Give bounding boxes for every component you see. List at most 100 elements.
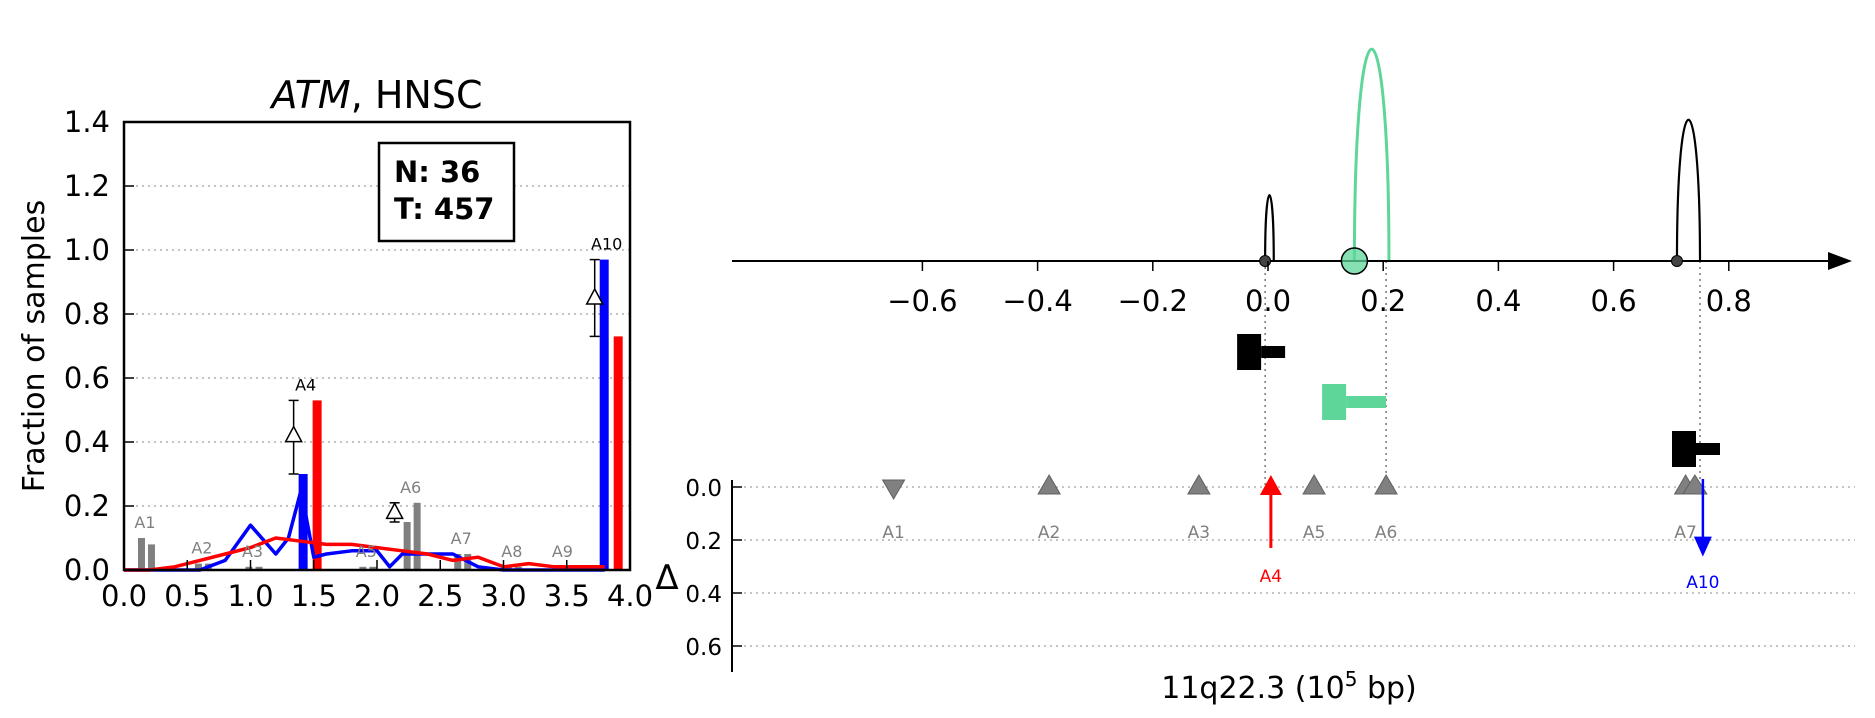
gene-tail: [1696, 443, 1720, 455]
normal-bar: [599, 259, 609, 570]
triangle-down-marker: [881, 479, 906, 500]
arcs: [1264, 47, 1702, 262]
left-plot-frame: [122, 120, 632, 572]
left-x-tick-label: 0.5: [164, 579, 210, 613]
gray-bar: [147, 544, 155, 570]
right-x-tick-label: 0.2: [1360, 284, 1406, 318]
right-y-tick-label: 0.4: [685, 582, 722, 608]
left-y-tick-label: 0.2: [64, 489, 110, 523]
left-y-tick-label: 0.4: [64, 425, 110, 459]
gray-bar: [369, 566, 377, 570]
left-x-tick-label: 4.0: [607, 579, 653, 613]
tumor-bar: [613, 336, 623, 570]
triangle-up-marker: [1374, 474, 1398, 495]
genome-axis-arrow: [1828, 252, 1852, 270]
delta-markers: [284, 258, 604, 523]
gray-bar: [403, 522, 411, 570]
delta-arrow-head: [1693, 536, 1712, 557]
bar-label: A2: [191, 539, 212, 558]
delta-axis-label: Δ: [655, 558, 678, 598]
left-chart: A1 A2 A3 A4 A5 A6 A7 A8 A9 A10 0.0 0.5 1.0 1.5 2.0 2.5…: [17, 73, 653, 613]
left-y-tick-label: 1.2: [64, 169, 110, 203]
left-x-tick-label: 0.0: [101, 579, 147, 613]
marker-label: A3: [1188, 523, 1210, 543]
gene-tail: [1346, 396, 1387, 408]
bar-label: A8: [501, 542, 522, 561]
right-y-tick-label: 0.6: [685, 635, 722, 661]
delta-marker: [385, 501, 404, 520]
arc-dot: [1670, 255, 1683, 267]
left-y-tick-label: 0.6: [64, 361, 110, 395]
guide-lines: [1264, 261, 1701, 487]
right-x-tick-label: 0.0: [1245, 284, 1291, 318]
arc-circle: [1340, 247, 1369, 275]
gene-block: [1672, 431, 1696, 467]
left-x-tick-label: 2.5: [417, 579, 463, 613]
right-xlabel: 11q22.3 (105 bp): [1161, 667, 1417, 706]
left-title: ATM, HNSC: [268, 73, 482, 117]
normal-count-label: N: 36: [394, 155, 480, 189]
bar-label: A3: [242, 542, 263, 561]
gray-bar: [137, 538, 145, 570]
delta-arrow-head: [1259, 475, 1282, 495]
left-ylabel: Fraction of samples: [17, 200, 52, 492]
bar-label: A10: [591, 235, 622, 254]
marker-label: A10: [1686, 573, 1719, 593]
right-gridlines: [732, 486, 1855, 647]
triangle-up-marker: [1681, 474, 1708, 495]
right-x-tick-label: −0.2: [1118, 284, 1188, 318]
gray-bar: [255, 566, 263, 570]
right-x-ticks: −0.6 −0.4 −0.2 0.0 0.2 0.4 0.6 0.8: [887, 261, 1752, 318]
bar-label: A7: [451, 529, 472, 548]
arc: [1264, 193, 1275, 262]
arc-dots: [1259, 247, 1683, 275]
right-x-tick-label: 0.8: [1706, 284, 1752, 318]
arc-dot: [1259, 255, 1272, 267]
gene-block: [1237, 334, 1262, 370]
right-x-tick-label: −0.4: [1002, 284, 1072, 318]
bar-label: A1: [134, 513, 155, 532]
gray-bar: [194, 563, 202, 570]
left-y-tick-label: 1.4: [64, 105, 110, 139]
right-chart: −0.6 −0.4 −0.2 0.0 0.2 0.4 0.6 0.8 0.0 0.2 0.4 0.6…: [655, 47, 1855, 706]
right-y-tick-label: 0.2: [685, 529, 722, 555]
bar-label: A5: [356, 542, 377, 561]
marker-label: A2: [1038, 523, 1060, 543]
left-gridlines: [124, 185, 630, 507]
left-y-tick-label: 0.0: [64, 553, 110, 587]
right-x-tick-label: 0.4: [1475, 284, 1521, 318]
marker-label: A5: [1303, 523, 1325, 543]
triangle-up-marker: [1187, 474, 1211, 495]
right-x-tick-label: 0.6: [1591, 284, 1637, 318]
marker-label: A4: [1260, 567, 1282, 587]
left-x-tick-label: 1.5: [291, 579, 337, 613]
bar-label: A4: [295, 375, 316, 394]
gray-bar: [359, 566, 367, 570]
left-x-ticks: 0.0 0.5 1.0 1.5 2.0 2.5 3.0 3.5 4.0: [101, 560, 653, 613]
position-markers: A1 A2 A3 A4 A5 A6 A7 A10: [881, 474, 1720, 593]
right-y-tick-label: 0.0: [685, 476, 722, 502]
left-y-ticks: 0.0 0.2 0.4 0.6 0.8 1.0 1.2 1.4: [64, 105, 134, 587]
marker-label: A1: [882, 523, 904, 543]
highlight-bars: [298, 259, 623, 570]
left-x-tick-label: 3.5: [544, 579, 590, 613]
normal-bar: [298, 474, 308, 570]
delta-marker: [284, 425, 303, 443]
bar-label: A9: [552, 542, 573, 561]
marker-label: A7: [1674, 523, 1696, 543]
right-x-tick-label: −0.6: [887, 284, 957, 318]
gene-shapes: [1237, 334, 1720, 467]
triangle-up-marker: [1037, 474, 1061, 495]
gray-bar: [245, 566, 253, 570]
left-x-tick-label: 3.0: [480, 579, 526, 613]
left-x-tick-label: 2.0: [354, 579, 400, 613]
series-line: [124, 536, 605, 572]
gene-block: [1322, 384, 1347, 420]
bar-labels: A1 A2 A3 A4 A5 A6 A7 A8 A9 A10: [134, 235, 622, 561]
left-y-tick-label: 1.0: [64, 233, 110, 267]
gray-bar: [413, 502, 421, 570]
sample-count-box: [377, 141, 516, 243]
gene-tail: [1261, 346, 1286, 358]
tumor-bar: [312, 400, 322, 570]
